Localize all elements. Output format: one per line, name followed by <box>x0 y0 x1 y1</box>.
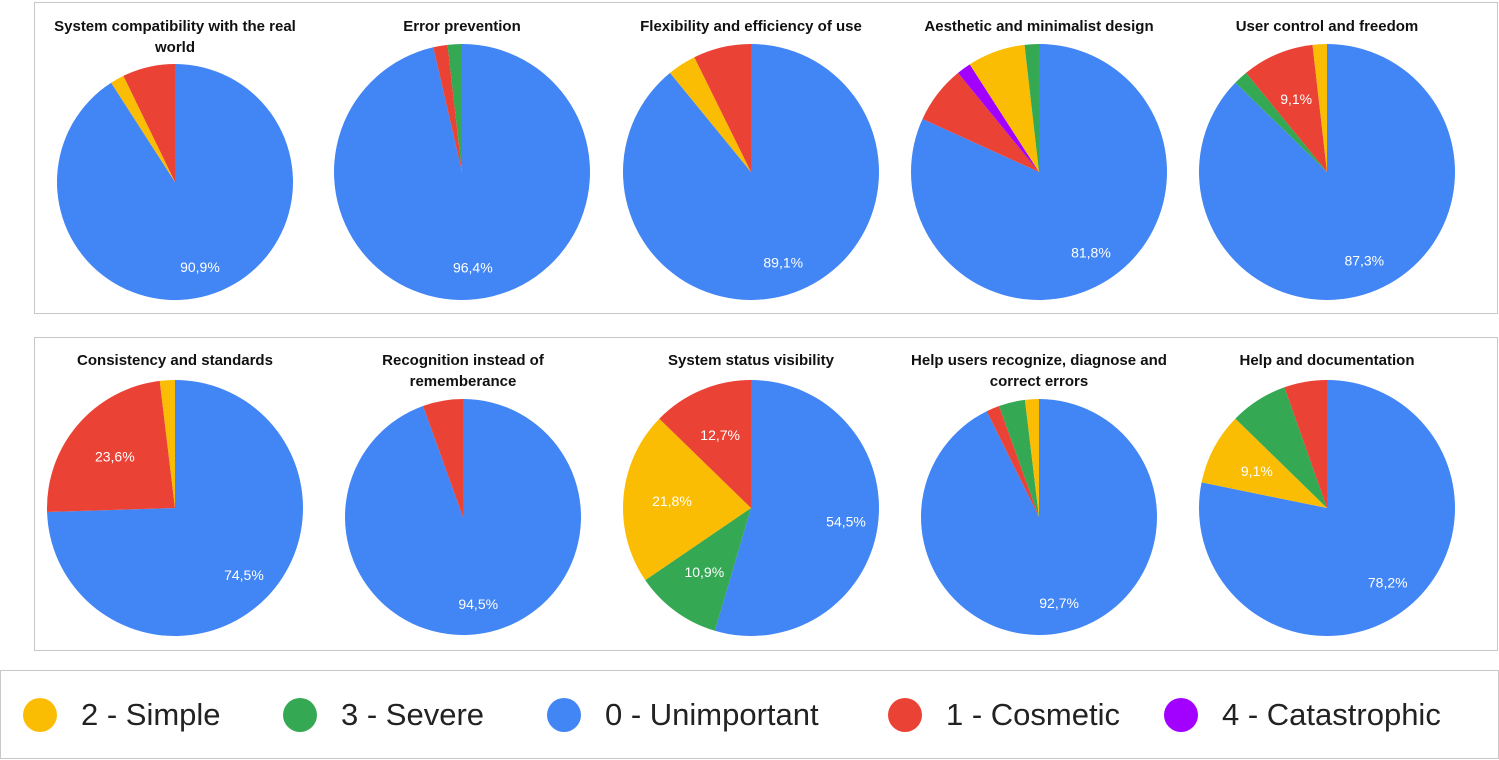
legend-swatch-cosmetic <box>888 698 922 732</box>
chart-title-error-prevention: Error prevention <box>403 18 521 35</box>
pie-slice-unimportant[interactable] <box>623 44 879 301</box>
pie-slice-severe[interactable] <box>447 44 462 172</box>
pie-slice-simple[interactable] <box>1024 399 1039 517</box>
pie-slice-cosmetic[interactable] <box>47 380 175 513</box>
chart-title-system-status-visibility: System status visibility <box>668 352 834 369</box>
data-label: 9,1% <box>1241 463 1273 479</box>
chart-title-system-compatibility-with-the-real-world: System compatibility with the real world <box>54 18 296 56</box>
pie-slice-cosmetic[interactable] <box>986 405 1039 517</box>
legend-label: 1 - Cosmetic <box>946 697 1120 732</box>
data-label: 23,6% <box>95 448 135 464</box>
legend-swatch-catastrophic <box>1164 698 1198 732</box>
legend-label: 4 - Catastrophic <box>1222 697 1441 732</box>
pie-slice-severe[interactable] <box>1235 387 1327 508</box>
pie-slice-unimportant[interactable] <box>47 380 304 636</box>
chart-title-help-users-recognize-diagnose-and-correct-errors: Help users recognize, diagnose and corre… <box>911 352 1167 390</box>
legend-item-simple[interactable]: 2 - Simple <box>23 697 221 733</box>
data-label: 94,5% <box>458 596 498 612</box>
legend-swatch-simple <box>23 698 57 732</box>
pie-slice-simple[interactable] <box>1201 418 1327 508</box>
legend-item-severe[interactable]: 3 - Severe <box>283 697 484 733</box>
pie-slice-simple[interactable] <box>159 380 175 508</box>
legend-item-cosmetic[interactable]: 1 - Cosmetic <box>888 697 1120 733</box>
legend-item-catastrophic[interactable]: 4 - Catastrophic <box>1164 697 1441 733</box>
legend-item-unimportant[interactable]: 0 - Unimportant <box>547 697 819 733</box>
pie-chart-flexibility-and-efficiency-of-use: 89,1% <box>623 44 879 301</box>
pie-chart-error-prevention: 96,4% <box>334 44 590 300</box>
data-label: 89,1% <box>763 254 803 270</box>
pie-slice-cosmetic[interactable] <box>433 44 462 173</box>
pie-chart-help-users-recognize-diagnose-and-correct-errors: 92,7% <box>921 399 1157 635</box>
pie-slice-catastrophic[interactable] <box>958 64 1039 172</box>
legend-swatch-severe <box>283 698 317 732</box>
data-label: 54,5% <box>826 514 866 530</box>
pie-slice-simple[interactable] <box>969 44 1039 173</box>
chart-legend: 2 - Simple 3 - Severe 0 - Unimportant 1 - C… <box>0 670 1499 759</box>
legend-label: 0 - Unimportant <box>605 697 819 732</box>
data-label: 92,7% <box>1039 595 1079 611</box>
data-label: 96,4% <box>453 259 493 275</box>
data-label: 10,9% <box>684 564 724 580</box>
pie-slice-simple[interactable] <box>1312 44 1327 172</box>
pie-slice-severe[interactable] <box>999 399 1039 517</box>
pie-slice-simple[interactable] <box>670 57 751 172</box>
pie-slice-unimportant[interactable] <box>714 380 879 636</box>
pie-chart-consistency-and-standards: 74,5% 23,6% <box>47 380 304 636</box>
chart-title-recognition-instead-of-rememberance: Recognition instead of rememberance <box>382 352 544 390</box>
legend-label: 2 - Simple <box>81 697 221 732</box>
legend-label: 3 - Severe <box>341 697 485 732</box>
pie-slice-cosmetic[interactable] <box>1246 44 1327 173</box>
pie-slice-cosmetic[interactable] <box>694 44 751 172</box>
pie-chart-help-and-documentation: 78,2% 9,1% <box>1199 380 1455 636</box>
pie-slice-cosmetic[interactable] <box>922 72 1039 172</box>
pie-chart-system-status-visibility: 54,5% 10,9% 21,8% 12,7% <box>623 380 879 636</box>
pie-slice-simple[interactable] <box>111 75 175 182</box>
pie-slice-severe[interactable] <box>1235 72 1327 172</box>
data-label: 74,5% <box>224 567 264 583</box>
pie-slice-cosmetic[interactable] <box>423 399 463 517</box>
legend-swatch-unimportant <box>547 698 581 732</box>
pie-slice-severe[interactable] <box>645 508 751 631</box>
data-label: 87,3% <box>1344 252 1384 268</box>
chart-title-aesthetic-and-minimalist-design: Aesthetic and minimalist design <box>924 18 1154 35</box>
pie-slice-simple[interactable] <box>623 418 751 581</box>
data-label: 90,9% <box>180 259 220 275</box>
pie-chart-recognition-instead-of-rememberance: 94,5% <box>345 399 581 635</box>
data-label: 12,7% <box>700 427 740 443</box>
data-label: 9,1% <box>1280 91 1312 107</box>
chart-title-consistency-and-standards: Consistency and standards <box>77 352 273 369</box>
chart-title-flexibility-and-efficiency-of-use: Flexibility and efficiency of use <box>640 18 862 35</box>
pie-slice-cosmetic[interactable] <box>659 380 751 508</box>
data-label: 21,8% <box>652 493 692 509</box>
data-label: 78,2% <box>1368 574 1408 590</box>
pie-chart-aesthetic-and-minimalist-design: 81,8% <box>911 44 1167 300</box>
pie-chart-user-control-and-freedom: 87,3% 9,1% <box>1199 44 1455 300</box>
pie-chart-system-compatibility-with-the-real-world: 90,9% <box>57 64 293 300</box>
chart-title-help-and-documentation: Help and documentation <box>1239 352 1415 369</box>
pie-slice-cosmetic[interactable] <box>1284 380 1327 508</box>
data-label: 81,8% <box>1071 245 1111 261</box>
pie-slice-severe[interactable] <box>1024 44 1039 172</box>
chart-title-user-control-and-freedom: User control and freedom <box>1235 18 1419 35</box>
pie-slice-cosmetic[interactable] <box>123 64 175 182</box>
